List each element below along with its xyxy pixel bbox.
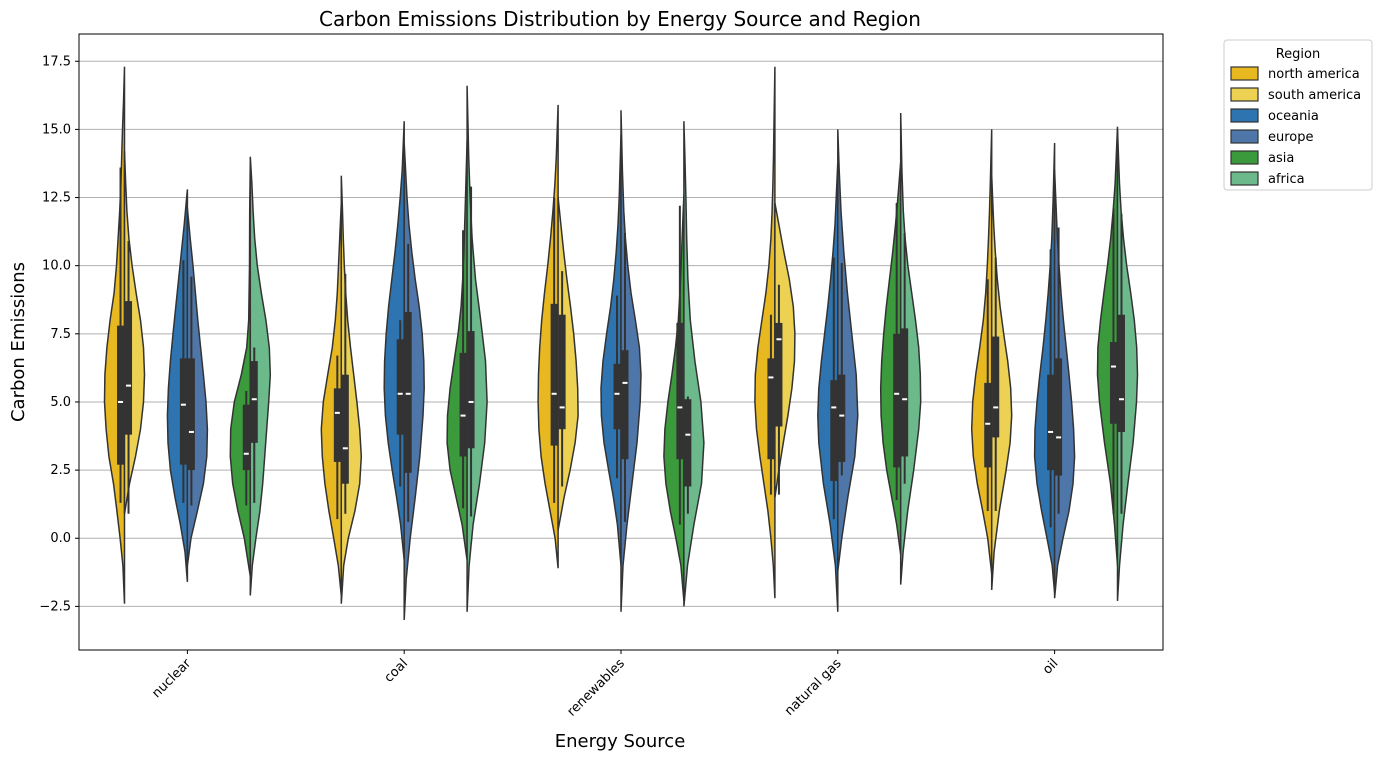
iqr-box <box>838 374 846 462</box>
iqr-box <box>396 339 404 435</box>
y-tick-label: 0.0 <box>50 531 71 546</box>
iqr-box <box>984 382 992 468</box>
legend: Region north america south america oceania… <box>1223 39 1373 191</box>
iqr-box <box>830 380 838 482</box>
iqr-box <box>550 303 558 446</box>
y-tick-label: 5.0 <box>50 395 71 410</box>
y-tick-label: 2.5 <box>50 463 71 478</box>
iqr-box <box>467 331 475 449</box>
iqr-box <box>901 328 909 457</box>
legend-entry-label: europe <box>1268 130 1314 145</box>
iqr-box <box>1109 342 1117 424</box>
y-tick-label: 17.5 <box>42 54 71 69</box>
iqr-box <box>333 388 341 462</box>
iqr-box <box>187 358 195 471</box>
chart-title: Carbon Emissions Distribution by Energy … <box>319 7 921 31</box>
violin-half-africa <box>899 112 922 585</box>
legend-title: Region <box>1276 47 1321 62</box>
iqr-box <box>459 352 467 457</box>
x-tick-label: coal <box>382 656 411 685</box>
iqr-box <box>1047 374 1055 471</box>
iqr-box <box>893 333 901 468</box>
iqr-box <box>676 322 684 460</box>
x-axis-label: Energy Source <box>555 731 686 752</box>
legend-swatch <box>1230 129 1259 144</box>
iqr-box <box>250 361 258 443</box>
legend-box <box>1223 39 1373 191</box>
iqr-box <box>621 350 629 460</box>
x-tick-label: nuclear <box>149 656 194 701</box>
violin-half-asia <box>446 140 468 561</box>
violin-groups <box>103 66 1139 621</box>
iqr-box <box>767 358 775 460</box>
iqr-box <box>179 358 187 465</box>
iqr-box <box>775 322 783 427</box>
violin-half-africa <box>1116 129 1139 601</box>
y-tick-label: 12.5 <box>42 191 71 206</box>
violin-half-north-america <box>320 202 343 596</box>
iqr-box <box>125 301 133 435</box>
legend-swatch <box>1230 108 1259 123</box>
legend-entry-label: south america <box>1268 88 1361 103</box>
y-axis-label: Carbon Emissions <box>8 262 29 422</box>
legend-entry-label: africa <box>1268 172 1305 187</box>
y-tick-label: −2.5 <box>39 599 71 614</box>
violin-half-africa <box>683 121 705 607</box>
y-axis-ticks: −2.5 0.0 2.5 5.0 7.5 10.0 12.5 15.0 17.5 <box>39 54 79 614</box>
violin-half-africa <box>249 156 272 596</box>
legend-swatch <box>1230 66 1259 81</box>
violin-half-asia <box>229 162 252 577</box>
x-tick-label: oil <box>1040 656 1061 677</box>
legend-swatch <box>1230 171 1259 186</box>
legend-entry-label: north america <box>1268 67 1360 82</box>
iqr-box <box>404 312 412 473</box>
x-axis-ticks: nuclear coal renewables natural gas oil <box>149 650 1061 720</box>
x-tick-label: renewables <box>565 656 628 719</box>
y-tick-label: 15.0 <box>42 122 71 137</box>
iqr-box <box>341 374 349 484</box>
iqr-box <box>117 325 125 465</box>
iqr-box <box>613 363 621 430</box>
legend-entry-label: oceania <box>1268 109 1319 124</box>
iqr-box <box>1055 358 1063 476</box>
violin-half-north-america <box>537 104 559 569</box>
legend-entry-label: asia <box>1268 151 1294 166</box>
y-tick-label: 10.0 <box>42 259 71 274</box>
iqr-box <box>1117 314 1125 432</box>
iqr-box <box>558 314 566 430</box>
iqr-box <box>992 336 1000 438</box>
legend-entries: north america south america oceania europe a… <box>1230 66 1361 187</box>
iqr-box <box>242 404 250 471</box>
y-tick-label: 7.5 <box>50 327 71 342</box>
violin-half-africa <box>466 85 488 612</box>
violin-half-north-america <box>103 66 126 604</box>
legend-swatch <box>1230 150 1259 165</box>
violin-half-north-america <box>754 66 776 599</box>
x-tick-label: natural gas <box>782 656 845 719</box>
legend-swatch <box>1230 87 1259 102</box>
iqr-box <box>684 399 692 487</box>
